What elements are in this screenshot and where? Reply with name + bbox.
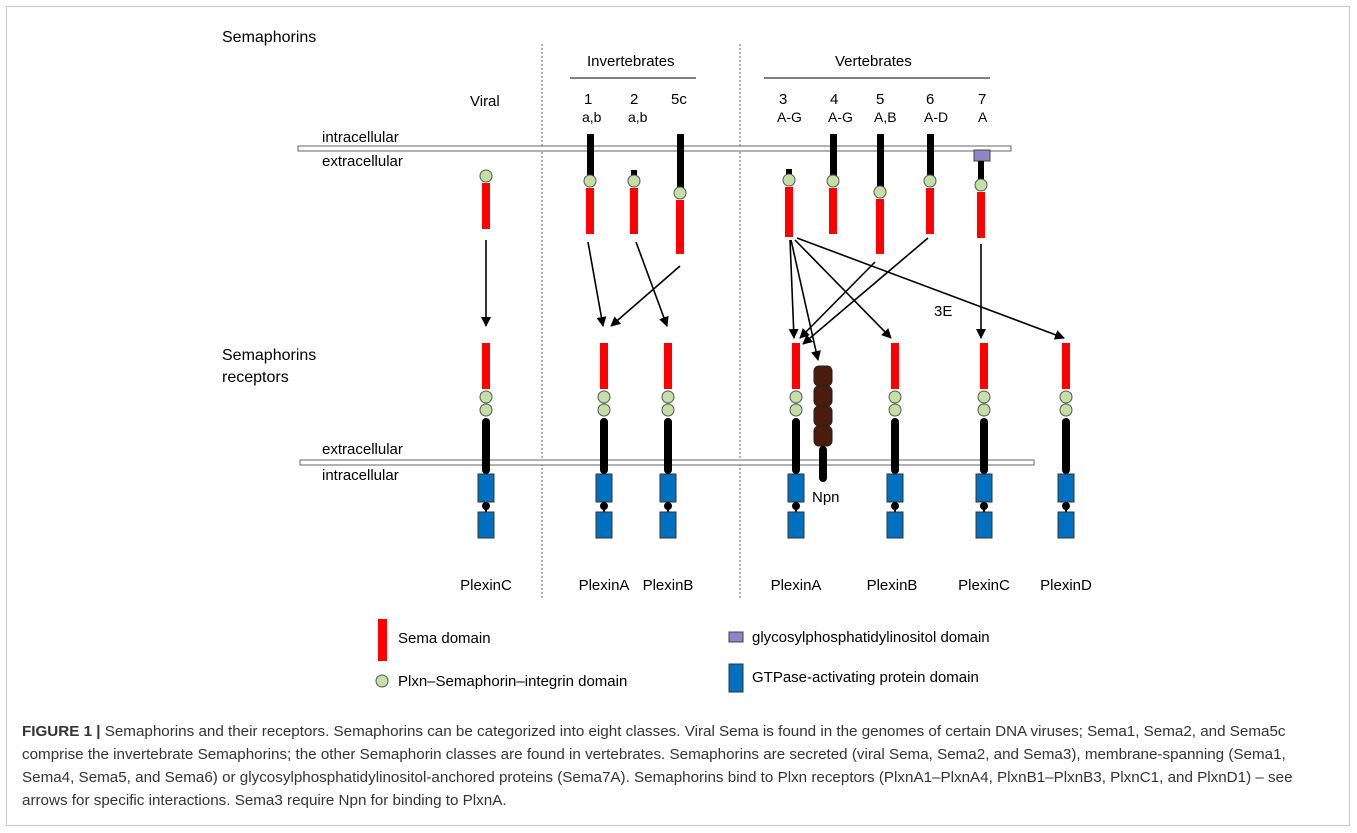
figure-frame bbox=[6, 6, 1350, 826]
receptor-name: PlexinC bbox=[460, 577, 512, 594]
intracellular-label-bottom: intracellular bbox=[322, 467, 399, 484]
vertebrates-label: Vertebrates bbox=[835, 53, 912, 70]
caption-text: Semaphorins and their receptors. Semapho… bbox=[22, 723, 1293, 809]
neuropilin bbox=[813, 365, 833, 482]
arrow-sema3-to-plexind bbox=[796, 237, 1065, 340]
extracellular-label-bottom: extracellular bbox=[322, 441, 403, 458]
receptor-plexinc-viral bbox=[477, 343, 495, 539]
receptor-plexind bbox=[1057, 343, 1075, 539]
receptor-plexinc-vert bbox=[975, 343, 993, 539]
class-sub: A,B bbox=[874, 109, 897, 125]
sema-5 bbox=[873, 134, 887, 254]
figure-caption: FIGURE 1 | Semaphorins and their recepto… bbox=[22, 720, 1334, 812]
receptors-title-line1: Semaphorins bbox=[222, 347, 316, 364]
receptors-title-line2: receptors bbox=[222, 369, 289, 386]
legend-gpi-swatch bbox=[728, 631, 744, 643]
receptor-name: PlexinA bbox=[771, 577, 822, 594]
intracellular-label-top: intracellular bbox=[322, 129, 399, 146]
sema3e-label: 3E bbox=[934, 303, 952, 320]
receptor-plexinb-inv bbox=[659, 343, 677, 539]
class-number: 1 bbox=[584, 91, 592, 108]
class-sub: a,b bbox=[582, 109, 602, 125]
sema-3 bbox=[782, 169, 796, 237]
arrow-sema5c-to-plexina bbox=[610, 265, 681, 327]
arrow-sema5-to-plexina bbox=[799, 261, 876, 339]
receptor-plexinb-vert bbox=[886, 343, 904, 539]
receptor-name: PlexinB bbox=[867, 577, 918, 594]
legend-psi-label: Plxn–Semaphorin–integrin domain bbox=[398, 673, 627, 690]
sema-5c bbox=[673, 134, 687, 254]
sema-4 bbox=[826, 134, 840, 234]
receptor-plexina-vert bbox=[787, 343, 805, 539]
arrow-sema3-to-plexina bbox=[788, 239, 799, 339]
sema-6 bbox=[923, 134, 937, 234]
receptor-plexina-inv bbox=[595, 343, 613, 539]
class-sub: A-G bbox=[828, 109, 853, 125]
arrow-sema6-to-plexina bbox=[802, 237, 929, 345]
class-sub: a,b bbox=[628, 109, 648, 125]
sema-1 bbox=[583, 134, 597, 234]
legend-gap-label: GTPase-activating protein domain bbox=[752, 669, 979, 686]
class-number: 7 bbox=[978, 91, 986, 108]
legend-psi-swatch bbox=[375, 674, 389, 688]
legend-gap-swatch bbox=[728, 663, 744, 693]
class-number: 2 bbox=[630, 91, 638, 108]
extracellular-label-top: extracellular bbox=[322, 153, 403, 170]
class-sub: A-D bbox=[924, 109, 948, 125]
sema-viral bbox=[479, 169, 493, 229]
sema-7 bbox=[973, 149, 991, 238]
receptor-name: PlexinC bbox=[958, 577, 1010, 594]
receptor-name: PlexinD bbox=[1040, 577, 1092, 594]
legend-sema-label: Sema domain bbox=[398, 630, 491, 647]
class-number: 3 bbox=[779, 91, 787, 108]
class-number: 5 bbox=[876, 91, 884, 108]
class-number: 6 bbox=[926, 91, 934, 108]
receptor-name: PlexinA bbox=[579, 577, 630, 594]
figure-label: FIGURE 1 | bbox=[22, 723, 101, 740]
legend-sema-swatch bbox=[378, 619, 387, 661]
semaphorin-diagram: Semaphorins Invertebrates Vertebrates Vi… bbox=[222, 29, 1092, 693]
class-sub: A bbox=[978, 109, 988, 125]
class-number: 5c bbox=[671, 91, 687, 108]
viral-label: Viral bbox=[470, 93, 500, 110]
arrow-sema1-to-plexina bbox=[587, 241, 607, 327]
arrow-sema3-to-npn bbox=[790, 239, 821, 361]
semaphorins-title: Semaphorins bbox=[222, 29, 316, 46]
arrow-sema2-to-plexinb bbox=[635, 241, 669, 327]
receptor-name: PlexinB bbox=[643, 577, 694, 594]
legend-gpi-label: glycosylphosphatidylinositol domain bbox=[752, 629, 990, 646]
invertebrates-label: Invertebrates bbox=[587, 53, 675, 70]
arrow-sema3-to-plexinb bbox=[794, 239, 892, 339]
sema-2 bbox=[627, 170, 641, 234]
top-membrane bbox=[297, 145, 1012, 152]
npn-label: Npn bbox=[812, 489, 840, 506]
class-sub: A-G bbox=[777, 109, 802, 125]
class-number: 4 bbox=[830, 91, 838, 108]
